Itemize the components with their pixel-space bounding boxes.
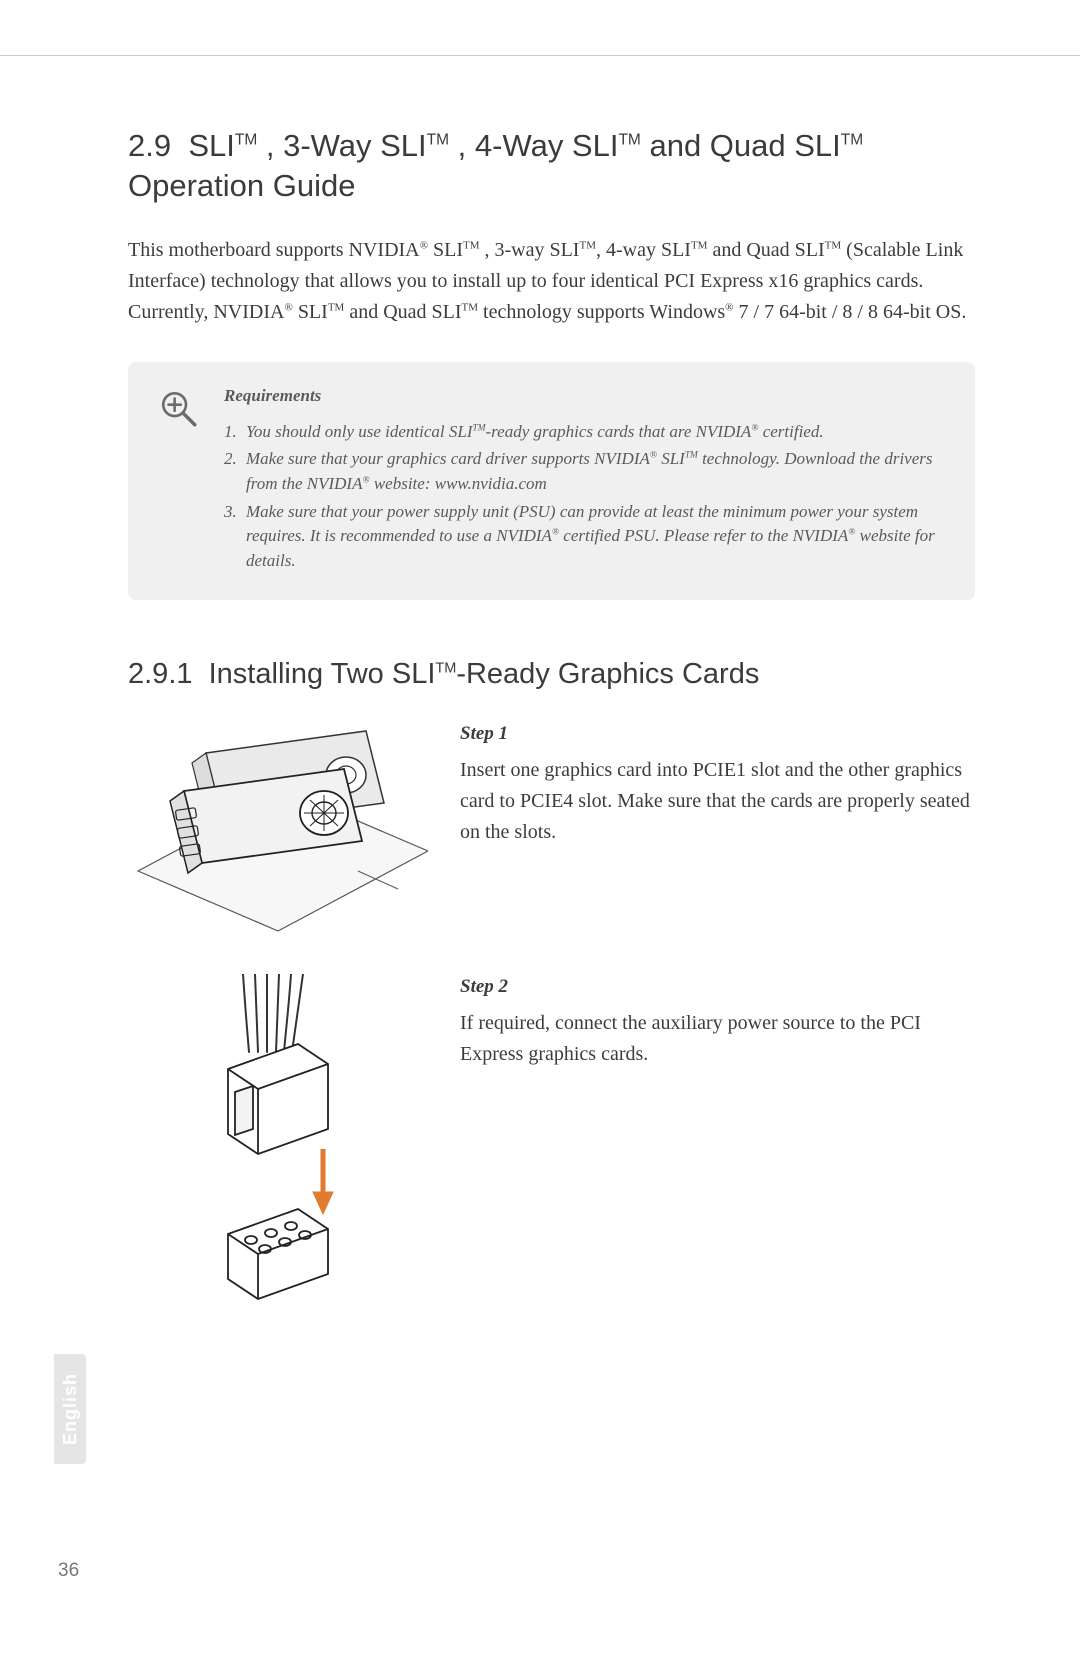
subsection-title-text: Installing Two SLITM-Ready Graphics Card… <box>209 658 760 690</box>
step-1-body: Insert one graphics card into PCIE1 slot… <box>460 755 975 848</box>
intro-paragraph: This motherboard supports NVIDIA® SLITM … <box>128 235 975 328</box>
section-title: 2.9 SLITM , 3-Way SLITM , 4-Way SLITM an… <box>128 126 975 207</box>
step-1-figure <box>128 721 428 946</box>
section-number: 2.9 <box>128 128 171 163</box>
subsection-title: 2.9.1 Installing Two SLITM-Ready Graphic… <box>128 658 975 691</box>
page-content: 2.9 SLITM , 3-Way SLITM , 4-Way SLITM an… <box>0 56 1080 1304</box>
requirement-item: You should only use identical SLITM-read… <box>224 420 939 445</box>
requirements-callout: Requirements You should only use identic… <box>128 362 975 601</box>
subsection-number: 2.9.1 <box>128 658 193 690</box>
callout-body: Requirements You should only use identic… <box>224 386 939 577</box>
requirements-list: You should only use identical SLITM-read… <box>224 420 939 574</box>
language-tab-label: English <box>60 1373 81 1445</box>
requirement-item: Make sure that your graphics card driver… <box>224 447 939 496</box>
callout-title: Requirements <box>224 386 939 406</box>
step-2-figure <box>128 974 428 1304</box>
step-1: Step 1 Insert one graphics card into PCI… <box>128 721 975 946</box>
step-1-text: Step 1 Insert one graphics card into PCI… <box>460 721 975 848</box>
step-2-label: Step 2 <box>460 976 975 998</box>
step-2: Step 2 If required, connect the auxiliar… <box>128 974 975 1304</box>
step-2-text: Step 2 If required, connect the auxiliar… <box>460 974 975 1070</box>
page-number: 36 <box>58 1560 79 1582</box>
requirement-item: Make sure that your power supply unit (P… <box>224 500 939 574</box>
language-tab: English <box>54 1354 86 1464</box>
magnify-plus-icon <box>158 386 200 577</box>
section-title-text: SLITM , 3-Way SLITM , 4-Way SLITM and Qu… <box>128 128 863 203</box>
step-1-label: Step 1 <box>460 723 975 745</box>
step-2-body: If required, connect the auxiliary power… <box>460 1008 975 1070</box>
